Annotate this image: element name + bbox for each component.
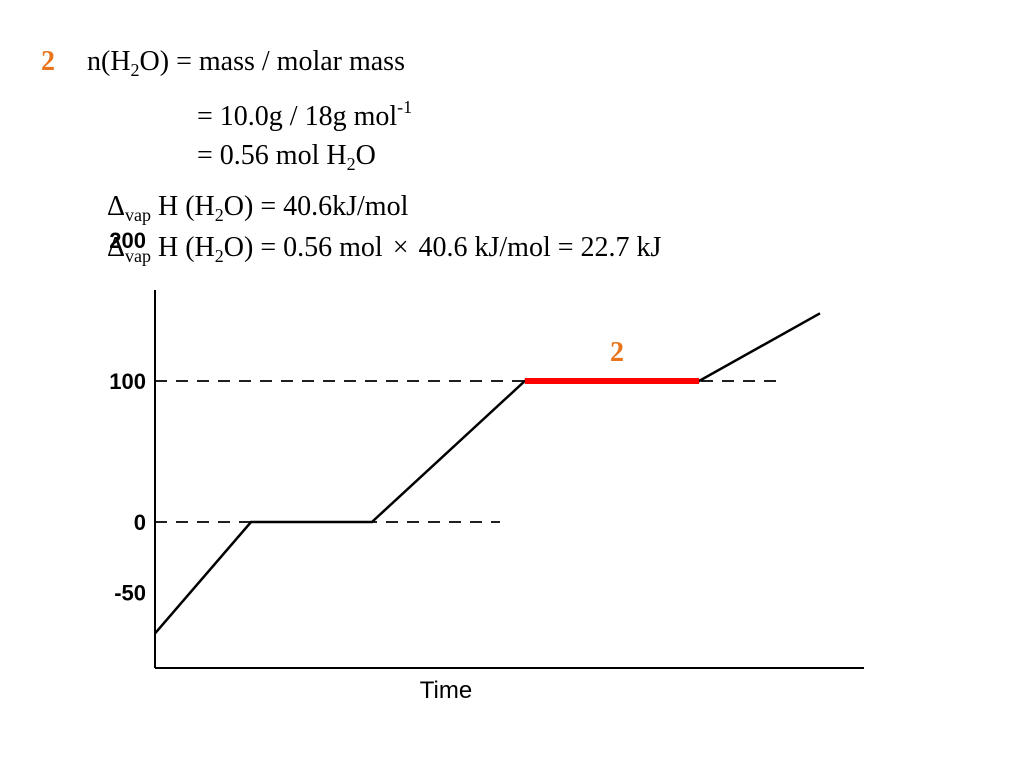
x-axis-label: Time — [420, 677, 472, 704]
y-tick-label: 100 — [109, 369, 146, 394]
reference-lines — [155, 380, 785, 523]
times-symbol: × — [392, 232, 409, 263]
enthalpy-post: O) = 40.6kJ/mol — [223, 191, 409, 222]
y-tick-label: 0 — [134, 510, 146, 535]
enthalpy-pre: H (H — [151, 191, 215, 222]
enthalpy-calc-post2: 40.6 kJ/mol = 22.7 kJ — [418, 232, 662, 263]
moles-result-pre: = 0.56 mol H — [197, 140, 347, 171]
calc-step-text: = 10.0g / 18g mol — [197, 101, 398, 132]
enthalpy-calc-post1: O) = 0.56 mol — [223, 232, 383, 263]
moles-result-post: O — [355, 140, 376, 171]
subscript: 2 — [130, 60, 140, 80]
moles-formula: n(H2O) = mass / molar mass — [87, 46, 405, 80]
delta-symbol: Δ — [107, 232, 126, 263]
heating-curve-line — [154, 312, 821, 635]
y-tick-label: 200 — [109, 228, 146, 253]
segment-label: 2 — [610, 337, 624, 368]
y-tick-labels: 200 100 0 -50 — [109, 228, 146, 606]
step-number: 2 — [41, 46, 55, 77]
superscript: -1 — [397, 97, 413, 117]
y-tick-label: -50 — [114, 581, 146, 606]
subscript-vap: vap — [125, 246, 152, 266]
subscript: 2 — [214, 246, 224, 266]
subscript: 2 — [214, 205, 224, 225]
data-marks: 2 — [154, 312, 821, 635]
delta-symbol: Δ — [107, 191, 126, 222]
moles-result: = 0.56 mol H2O — [197, 140, 376, 174]
enthalpy-calc-pre: H (H — [151, 232, 215, 263]
enthalpy-calculation-line: Δvap H (H2O) = 0.56 mol × 40.6 kJ/mol = 22… — [107, 232, 662, 266]
moles-formula-pre: n(H — [87, 46, 131, 77]
moles-formula-post: O) = mass / molar mass — [139, 46, 405, 77]
subscript-vap: vap — [125, 205, 152, 225]
enthalpy-value-line: Δvap H (H2O) = 40.6kJ/mol — [107, 191, 409, 225]
moles-calculation-step: = 10.0g / 18g mol-1 — [197, 98, 412, 133]
chart-axes — [154, 290, 864, 669]
subscript: 2 — [346, 154, 356, 174]
